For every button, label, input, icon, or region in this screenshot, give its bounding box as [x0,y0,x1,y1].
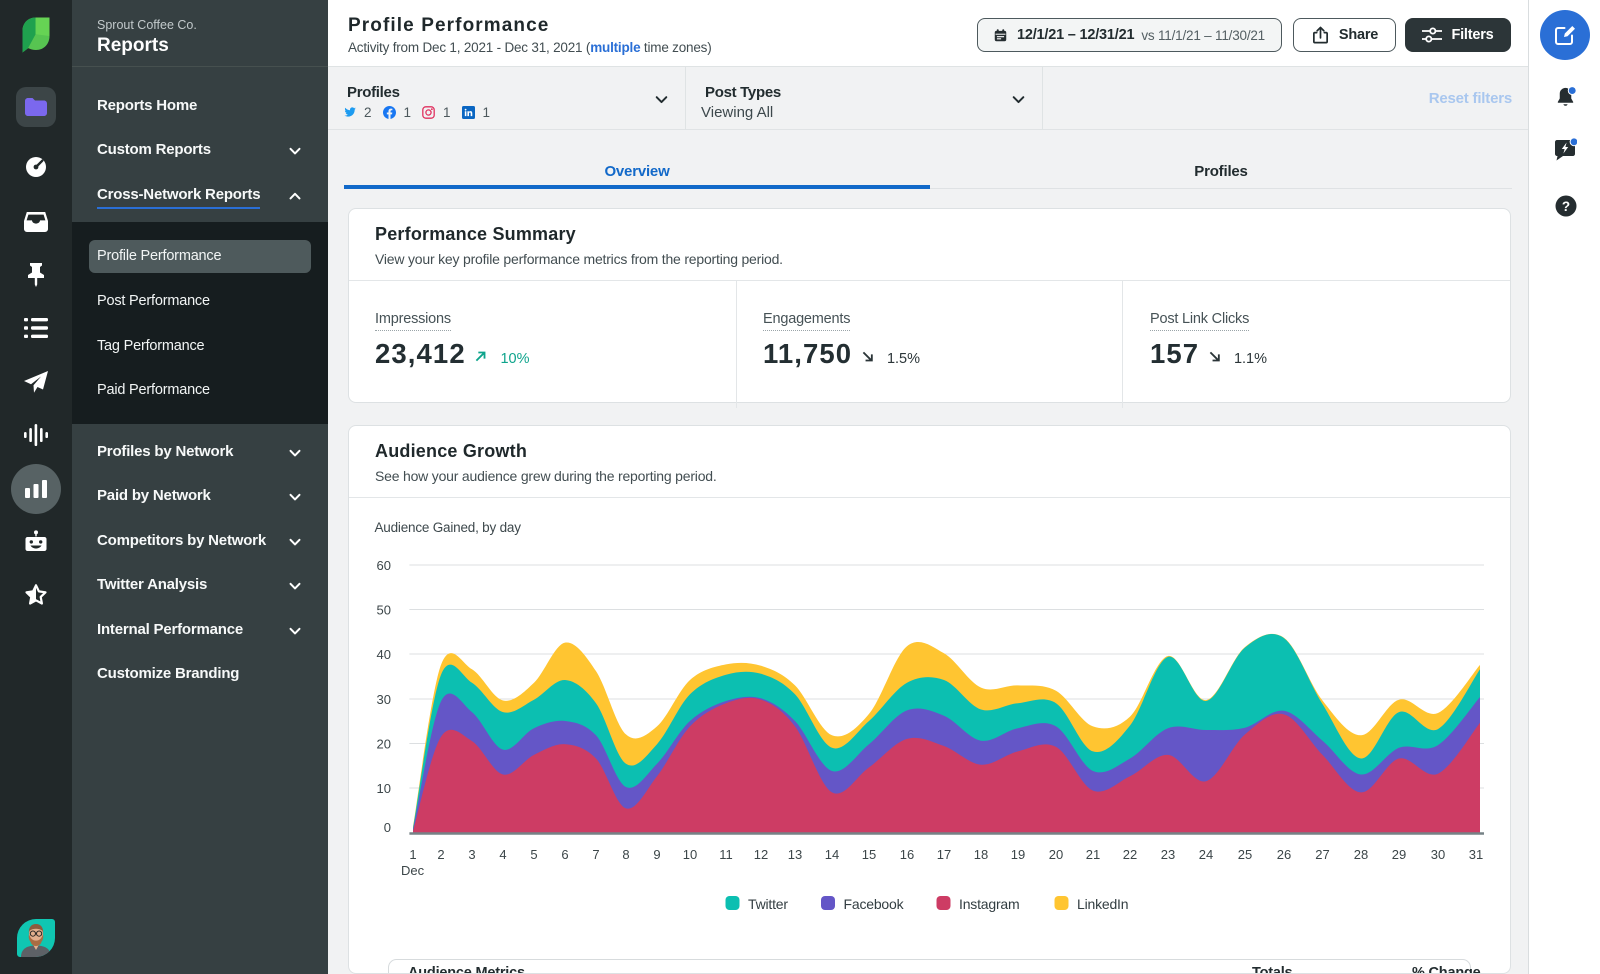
svg-text:Instagram: Instagram [959,896,1019,912]
svg-text:Totals: Totals [1252,965,1293,974]
svg-text:16: 16 [900,847,914,862]
svg-text:30: 30 [1431,847,1445,862]
svg-text:LinkedIn: LinkedIn [1077,896,1128,912]
svg-text:24: 24 [1199,847,1213,862]
svg-text:0: 0 [384,820,391,835]
svg-text:Audience Metrics: Audience Metrics [408,965,525,974]
svg-text:19: 19 [1011,847,1025,862]
svg-text:2: 2 [437,847,444,862]
svg-text:26: 26 [1277,847,1291,862]
svg-text:22: 22 [1123,847,1137,862]
svg-text:4: 4 [499,847,506,862]
svg-text:% Change: % Change [1412,965,1481,974]
svg-text:10: 10 [377,781,391,796]
svg-text:Twitter: Twitter [748,896,788,912]
svg-text:13: 13 [788,847,802,862]
svg-text:Dec: Dec [401,863,425,878]
svg-text:29: 29 [1392,847,1406,862]
svg-text:27: 27 [1315,847,1329,862]
svg-text:21: 21 [1086,847,1100,862]
svg-text:7: 7 [592,847,599,862]
svg-text:Audience Gained, by day: Audience Gained, by day [375,520,522,535]
svg-text:9: 9 [653,847,660,862]
svg-text:1: 1 [409,847,416,862]
svg-text:40: 40 [377,647,391,662]
svg-text:31: 31 [1469,847,1483,862]
svg-text:14: 14 [825,847,839,862]
svg-text:10: 10 [683,847,697,862]
svg-text:23: 23 [1161,847,1175,862]
svg-text:17: 17 [937,847,951,862]
svg-text:8: 8 [622,847,629,862]
svg-text:25: 25 [1238,847,1252,862]
svg-text:60: 60 [377,558,391,573]
svg-text:18: 18 [974,847,988,862]
svg-text:50: 50 [377,603,391,618]
svg-text:28: 28 [1354,847,1368,862]
svg-text:15: 15 [862,847,876,862]
svg-text:6: 6 [561,847,568,862]
svg-text:Facebook: Facebook [844,896,905,912]
svg-text:11: 11 [719,847,733,862]
svg-text:30: 30 [377,692,391,707]
svg-text:3: 3 [468,847,475,862]
svg-text:20: 20 [1049,847,1063,862]
svg-text:20: 20 [377,737,391,752]
svg-text:5: 5 [530,847,537,862]
svg-text:?: ? [1562,199,1570,214]
svg-text:12: 12 [754,847,768,862]
